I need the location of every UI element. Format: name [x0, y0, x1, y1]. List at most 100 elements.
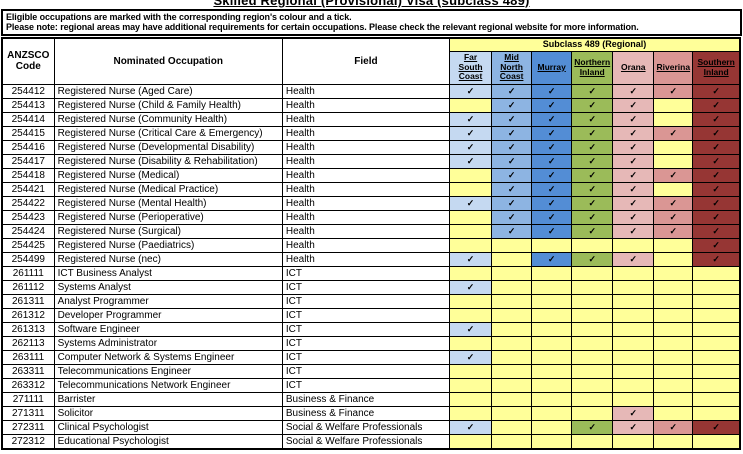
field-cell: Business & Finance — [281, 405, 451, 421]
tick-icon: ✓ — [507, 141, 516, 152]
col-header-anzsco-code: ANZSCO Code — [1, 37, 55, 85]
anzsco-code-cell: 263312 — [1, 377, 55, 393]
occupation-cell: Registered Nurse (Community Health) — [53, 111, 283, 127]
field-cell: Health — [281, 125, 451, 141]
eligibility-cell-far-south-coast — [449, 391, 493, 407]
eligibility-cell-riverina — [653, 139, 694, 155]
eligibility-cell-southern-inland: ✓ — [692, 195, 741, 211]
eligibility-cell-murray: ✓ — [531, 195, 573, 211]
tick-icon: ✓ — [629, 183, 638, 194]
eligibility-cell-riverina — [653, 307, 694, 323]
eligibility-cell-southern-inland — [692, 265, 741, 281]
eligibility-cell-murray — [531, 335, 573, 351]
occupation-cell: Registered Nurse (Child & Family Health) — [53, 97, 283, 113]
eligibility-cell-orana — [612, 279, 655, 295]
eligibility-cell-riverina — [653, 153, 694, 169]
tick-icon: ✓ — [629, 211, 638, 222]
tick-icon: ✓ — [588, 183, 596, 194]
table-row: 262113 Systems Administrator ICT — [1, 335, 741, 351]
eligibility-cell-southern-inland — [692, 307, 741, 323]
eligibility-cell-murray — [531, 293, 573, 309]
eligibility-cell-orana — [612, 307, 655, 323]
eligibility-cell-southern-inland — [692, 391, 741, 407]
tick-icon: ✓ — [629, 253, 638, 264]
occupation-cell: Systems Analyst — [53, 279, 283, 295]
eligibility-cell-murray — [531, 377, 573, 393]
eligibility-cell-orana — [612, 237, 655, 253]
eligibility-cell-riverina: ✓ — [653, 125, 694, 141]
eligibility-cell-mid-north-coast: ✓ — [491, 223, 533, 239]
tick-icon: ✓ — [466, 351, 475, 362]
tick-icon: ✓ — [547, 99, 556, 110]
eligibility-cell-orana: ✓ — [612, 167, 655, 183]
field-cell: Health — [281, 111, 451, 127]
tick-icon: ✓ — [712, 99, 720, 110]
field-cell: Health — [281, 153, 451, 169]
table-row: 254421 Registered Nurse (Medical Practice… — [1, 181, 741, 197]
anzsco-code-cell: 271311 — [1, 405, 55, 421]
tick-icon: ✓ — [466, 155, 475, 166]
occupation-cell: Registered Nurse (nec) — [53, 251, 283, 267]
table-row: 254424 Registered Nurse (Surgical) Health ✓… — [1, 223, 741, 239]
field-cell: ICT — [281, 265, 451, 281]
eligibility-cell-mid-north-coast — [491, 405, 533, 421]
tick-icon: ✓ — [547, 113, 556, 124]
tick-icon: ✓ — [466, 113, 475, 124]
eligibility-cell-murray: ✓ — [531, 223, 573, 239]
eligibility-cell-southern-inland: ✓ — [692, 139, 741, 155]
tick-icon: ✓ — [507, 85, 516, 96]
eligibility-cell-riverina — [653, 181, 694, 197]
eligibility-cell-far-south-coast: ✓ — [449, 83, 493, 99]
tick-icon: ✓ — [588, 113, 596, 124]
eligibility-cell-mid-north-coast: ✓ — [491, 167, 533, 183]
tick-icon: ✓ — [712, 169, 720, 180]
tick-icon: ✓ — [466, 323, 475, 334]
eligibility-cell-mid-north-coast: ✓ — [491, 153, 533, 169]
table-row: 254422 Registered Nurse (Mental Health) He… — [1, 195, 741, 211]
eligibility-cell-riverina — [653, 405, 694, 421]
eligibility-cell-northern-inland: ✓ — [571, 97, 614, 113]
eligibility-cell-riverina — [653, 265, 694, 281]
eligibility-cell-mid-north-coast — [491, 293, 533, 309]
table-row: 272312 Educational Psychologist Social & W… — [1, 433, 741, 449]
field-cell: Health — [281, 195, 451, 211]
occupation-cell: Telecommunications Engineer — [53, 363, 283, 379]
eligibility-cell-murray: ✓ — [531, 111, 573, 127]
table-row: 261311 Analyst Programmer ICT — [1, 293, 741, 309]
eligibility-cell-mid-north-coast: ✓ — [491, 125, 533, 141]
eligibility-cell-murray — [531, 265, 573, 281]
eligibility-cell-riverina: ✓ — [653, 209, 694, 225]
eligibility-cell-far-south-coast — [449, 363, 493, 379]
eligibility-cell-riverina — [653, 335, 694, 351]
tick-icon: ✓ — [629, 169, 638, 180]
tick-icon: ✓ — [588, 197, 596, 208]
eligibility-cell-murray — [531, 349, 573, 365]
eligibility-cell-riverina — [653, 433, 694, 449]
eligibility-cell-orana: ✓ — [612, 153, 655, 169]
eligibility-cell-northern-inland — [571, 433, 614, 449]
occupation-table: ANZSCO Code Nominated Occupation Field S… — [1, 37, 741, 450]
eligibility-cell-southern-inland: ✓ — [692, 97, 741, 113]
eligibility-cell-murray — [531, 391, 573, 407]
anzsco-code-cell: 261111 — [1, 265, 55, 281]
eligibility-cell-murray — [531, 237, 573, 253]
tick-icon: ✓ — [669, 225, 678, 236]
field-cell: Social & Welfare Professionals — [281, 419, 451, 435]
tick-icon: ✓ — [712, 197, 720, 208]
eligibility-cell-mid-north-coast — [491, 265, 533, 281]
tick-icon: ✓ — [588, 85, 596, 96]
eligibility-cell-far-south-coast — [449, 97, 493, 113]
field-cell: Social & Welfare Professionals — [281, 433, 451, 449]
table-row: 272311 Clinical Psychologist Social & Welf… — [1, 419, 741, 435]
occupation-cell: Registered Nurse (Critical Care & Emerge… — [53, 125, 283, 141]
anzsco-code-cell: 254499 — [1, 251, 55, 267]
table-row: 254418 Registered Nurse (Medical) Health ✓ ✓… — [1, 167, 741, 183]
eligibility-cell-riverina: ✓ — [653, 419, 694, 435]
eligibility-cell-murray — [531, 279, 573, 295]
tick-icon: ✓ — [507, 211, 516, 222]
eligibility-cell-southern-inland — [692, 321, 741, 337]
table-row: 263311 Telecommunications Engineer ICT — [1, 363, 741, 379]
eligibility-cell-riverina — [653, 251, 694, 267]
eligibility-cell-mid-north-coast — [491, 391, 533, 407]
occupation-cell: Registered Nurse (Surgical) — [53, 223, 283, 239]
